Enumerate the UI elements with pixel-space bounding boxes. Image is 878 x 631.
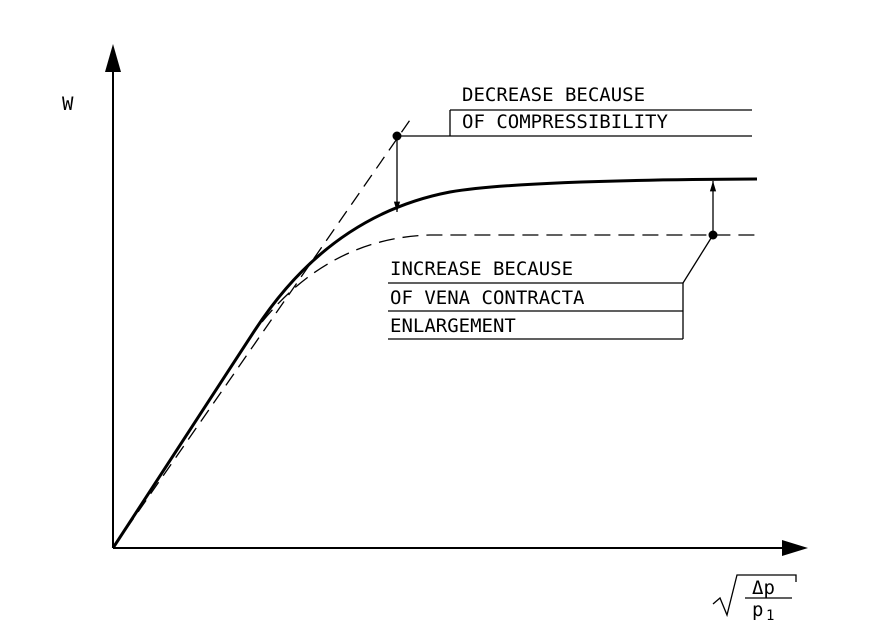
annotation-text: INCREASE BECAUSE xyxy=(390,258,573,280)
annotation-text: ENLARGEMENT xyxy=(390,315,516,337)
vena-contracta-curve xyxy=(261,234,760,323)
radical xyxy=(712,574,797,618)
actual-curve xyxy=(111,177,758,549)
annotation-text: DECREASE BECAUSE xyxy=(462,84,645,106)
leader xyxy=(682,234,714,284)
annotation-text: OF VENA CONTRACTA xyxy=(390,287,585,309)
x-label-subscript: 1 xyxy=(766,608,774,624)
y-arrowhead xyxy=(105,44,121,72)
x-arrowhead xyxy=(782,540,808,556)
ideal-line xyxy=(112,119,411,549)
x-label-numerator: Δp xyxy=(752,577,775,599)
y-axis-label: W xyxy=(62,93,74,115)
annotation-text: OF COMPRESSIBILITY xyxy=(462,111,668,133)
x-label-denominator: p xyxy=(752,599,763,621)
